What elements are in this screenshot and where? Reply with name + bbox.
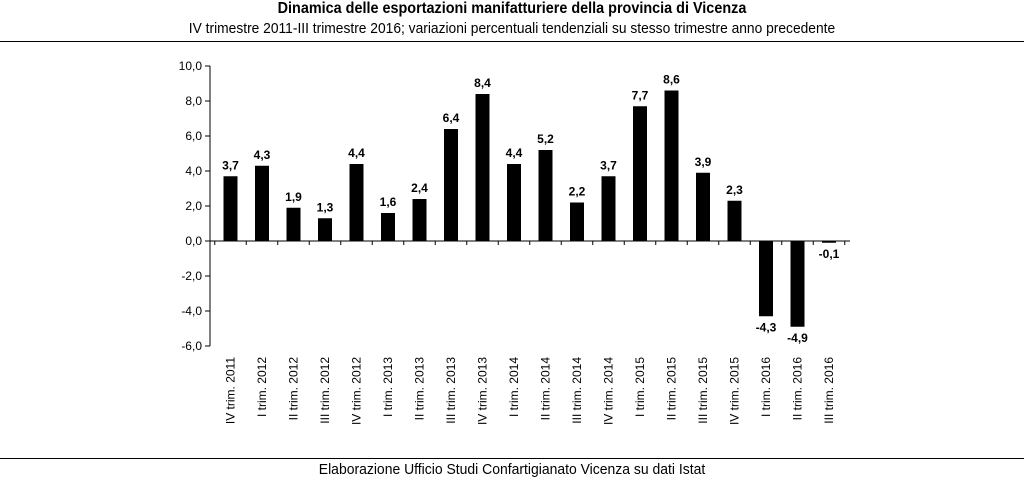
bar-value-label: 1,6	[380, 195, 397, 209]
bar-value-label: 2,4	[411, 181, 428, 195]
bar-value-label: 2,3	[726, 183, 743, 197]
bar	[349, 164, 364, 241]
footer-divider	[0, 458, 1024, 459]
bar-value-label: 3,7	[222, 158, 239, 172]
bar	[822, 241, 836, 243]
bar	[664, 90, 679, 241]
x-category-label: I trim. 2013	[381, 357, 395, 417]
y-tick-label: 0,0	[185, 234, 202, 248]
y-tick-label: 4,0	[185, 164, 202, 178]
bar-value-label: -4,3	[756, 320, 777, 334]
x-category-label: IV trim. 2015	[728, 357, 742, 425]
x-category-label: II trim. 2015	[665, 357, 679, 421]
bar	[538, 150, 553, 241]
bar-value-label: 1,3	[317, 200, 334, 214]
bar-value-label: 1,9	[285, 190, 302, 204]
x-category-label: I trim. 2016	[759, 357, 773, 417]
x-category-label: II trim. 2014	[539, 357, 553, 421]
bar	[255, 165, 269, 241]
x-category-label: IV trim. 2011	[224, 357, 238, 424]
y-tick-label: -6,0	[181, 339, 202, 353]
x-category-label: IV trim. 2012	[350, 357, 364, 425]
bar	[507, 164, 521, 241]
bar-value-label: -4,9	[787, 331, 808, 345]
x-category-label: I trim. 2012	[255, 357, 269, 417]
y-tick-label: 10,0	[179, 59, 203, 73]
chart-subtitle: IV trimestre 2011-III trimestre 2016; va…	[188, 20, 836, 37]
x-category-label: III trim. 2016	[822, 357, 836, 424]
x-category-label: I trim. 2015	[633, 357, 647, 417]
bar	[412, 199, 427, 241]
bar-value-label: 4,4	[348, 146, 365, 160]
x-category-label: II trim. 2016	[791, 357, 805, 421]
bar-value-label: 8,4	[474, 76, 491, 90]
x-category-label: IV trim. 2013	[476, 357, 490, 425]
bar-value-label: 8,6	[663, 73, 680, 87]
x-category-label: III trim. 2012	[318, 357, 332, 424]
y-tick-label: 6,0	[185, 129, 202, 143]
bar	[570, 202, 584, 241]
bar-value-label: -0,1	[819, 247, 840, 261]
x-category-label: IV trim. 2014	[602, 357, 616, 425]
bar	[475, 94, 490, 241]
bar-chart: 10,0 8,0 6,0 4,0 2,0 0,0 -2,0 -4,0 -6,0 3,7 IV tri…	[179, 59, 850, 425]
x-category-label: III trim. 2014	[570, 357, 584, 424]
source-note: Elaborazione Ufficio Studi Confartigiana…	[318, 461, 706, 478]
bar-value-label: 3,9	[695, 155, 712, 169]
bar-value-label: 2,2	[569, 185, 586, 199]
bar	[381, 213, 395, 241]
y-tick-label: 8,0	[185, 94, 202, 108]
bar-value-label: 4,3	[254, 148, 271, 162]
x-category-label: III trim. 2013	[444, 357, 458, 424]
chart-title: Dinamica delle esportazioni manifatturie…	[277, 0, 747, 17]
bar	[601, 176, 616, 241]
bar-value-label: 4,4	[506, 146, 523, 160]
bar-value-label: 5,2	[537, 132, 554, 146]
bar-value-label: 7,7	[632, 88, 649, 102]
x-category-label: II trim. 2013	[413, 357, 427, 421]
bar	[286, 207, 301, 241]
bar	[759, 241, 773, 317]
bar	[727, 200, 742, 241]
x-category-label: II trim. 2012	[287, 357, 301, 421]
bar	[633, 106, 647, 241]
bar	[790, 241, 805, 327]
bar-value-label: 3,7	[600, 158, 617, 172]
y-tick-label: 2,0	[185, 199, 202, 213]
header-divider	[0, 41, 1024, 42]
bar	[696, 172, 710, 241]
bar-value-label: 6,4	[443, 111, 460, 125]
y-tick-label: -4,0	[181, 304, 202, 318]
bar	[444, 129, 458, 241]
bar	[223, 176, 238, 241]
y-tick-label: -2,0	[181, 269, 202, 283]
x-category-label: I trim. 2014	[507, 357, 521, 417]
x-category-label: III trim. 2015	[696, 357, 710, 424]
bar	[318, 218, 332, 241]
